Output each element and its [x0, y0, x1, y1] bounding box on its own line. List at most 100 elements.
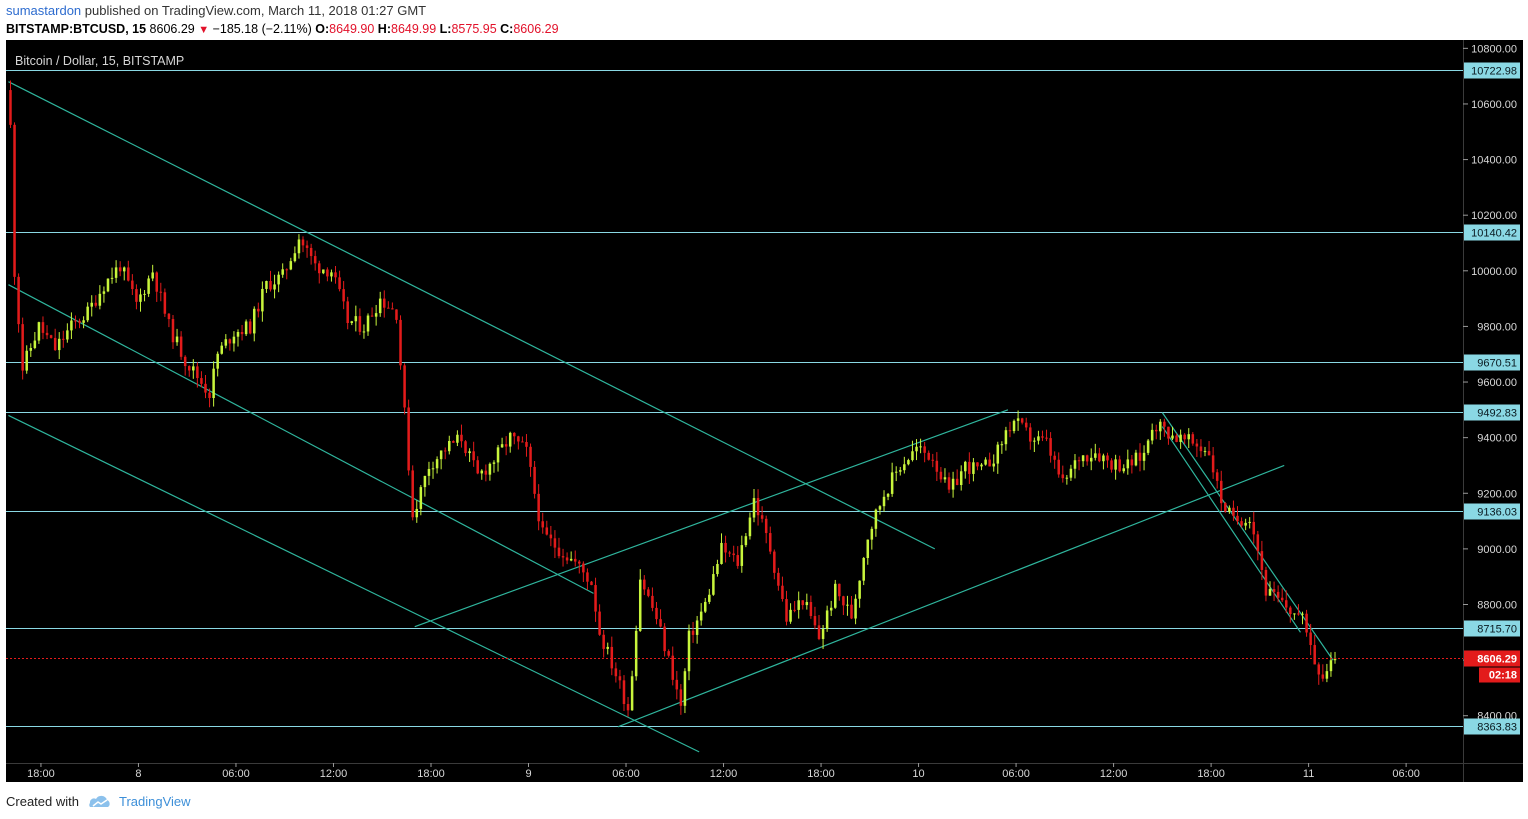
candle-body[interactable] — [622, 680, 626, 705]
candle-body[interactable] — [183, 356, 187, 367]
candle-body[interactable] — [980, 464, 983, 467]
candle-body[interactable] — [192, 366, 195, 371]
candle-body[interactable] — [1264, 569, 1268, 596]
candle-body[interactable] — [561, 556, 565, 558]
candle-body[interactable] — [212, 368, 215, 399]
candle-body[interactable] — [248, 321, 252, 334]
candle-body[interactable] — [777, 572, 780, 586]
candle-body[interactable] — [773, 551, 776, 573]
candle-body[interactable] — [1183, 434, 1186, 440]
candle-body[interactable] — [695, 620, 699, 635]
candle-body[interactable] — [350, 321, 354, 324]
candle-body[interactable] — [1240, 521, 1243, 526]
candle-body[interactable] — [342, 289, 345, 302]
candle-body[interactable] — [687, 630, 691, 672]
candle-body[interactable] — [464, 441, 467, 454]
candle-body[interactable] — [854, 598, 857, 619]
candle-body[interactable] — [261, 288, 264, 312]
candle-body[interactable] — [1333, 658, 1337, 661]
candle-body[interactable] — [1159, 421, 1162, 432]
candle-body[interactable] — [602, 634, 605, 649]
candle-body[interactable] — [825, 610, 829, 629]
candle-body[interactable] — [586, 572, 589, 582]
candle-body[interactable] — [724, 542, 727, 553]
candle-body[interactable] — [155, 272, 158, 292]
candle-body[interactable] — [1024, 422, 1028, 428]
candle-body[interactable] — [1260, 551, 1264, 570]
candle-body[interactable] — [309, 247, 313, 257]
candle-body[interactable] — [21, 324, 24, 371]
candle-body[interactable] — [890, 472, 894, 494]
candle-body[interactable] — [663, 626, 666, 652]
candle-body[interactable] — [1081, 455, 1085, 462]
candle-body[interactable] — [911, 451, 914, 461]
candle-body[interactable] — [1138, 452, 1142, 461]
candle-body[interactable] — [801, 600, 805, 606]
candle-body[interactable] — [1175, 435, 1178, 442]
candle-body[interactable] — [517, 436, 520, 442]
candle-body[interactable] — [931, 459, 935, 461]
candle-body[interactable] — [553, 538, 557, 548]
candle-body[interactable] — [1272, 589, 1276, 592]
candle-body[interactable] — [1142, 452, 1146, 461]
candle-body[interactable] — [638, 579, 642, 631]
candle-body[interactable] — [655, 607, 658, 620]
candle-body[interactable] — [1179, 434, 1182, 442]
candle-body[interactable] — [1297, 613, 1300, 615]
candle-body[interactable] — [1146, 440, 1150, 453]
candle-body[interactable] — [504, 444, 508, 447]
candle-body[interactable] — [257, 308, 260, 312]
candle-body[interactable] — [419, 487, 423, 509]
candle-body[interactable] — [732, 553, 735, 556]
candle-body[interactable] — [1150, 429, 1154, 441]
candle-body[interactable] — [1252, 521, 1256, 535]
candle-body[interactable] — [49, 335, 53, 338]
candle-body[interactable] — [476, 460, 479, 474]
candle-body[interactable] — [13, 124, 16, 277]
candle-body[interactable] — [1167, 426, 1170, 439]
candle-body[interactable] — [838, 583, 841, 597]
candle-body[interactable] — [147, 278, 150, 294]
candle-body[interactable] — [362, 331, 366, 333]
candle-body[interactable] — [594, 585, 597, 612]
candle-body[interactable] — [992, 463, 995, 467]
candle-body[interactable] — [691, 630, 695, 635]
candle-body[interactable] — [513, 432, 516, 437]
candle-body[interactable] — [179, 336, 183, 357]
candle-body[interactable] — [1232, 507, 1235, 516]
candle-body[interactable] — [748, 517, 752, 537]
candle-body[interactable] — [606, 646, 609, 649]
candle-body[interactable] — [358, 316, 362, 332]
candle-body[interactable] — [98, 293, 102, 306]
candle-body[interactable] — [1069, 468, 1073, 478]
candle-body[interactable] — [923, 446, 926, 453]
candle-body[interactable] — [277, 274, 280, 285]
candle-body[interactable] — [41, 322, 45, 333]
candle-body[interactable] — [460, 434, 463, 442]
candle-body[interactable] — [151, 272, 154, 279]
candle-body[interactable] — [903, 464, 906, 471]
candlestick-chart[interactable]: Bitcoin / Dollar, 15, BITSTAMP 10800.00 1… — [6, 40, 1523, 782]
candle-body[interactable] — [643, 579, 646, 590]
candle-body[interactable] — [846, 604, 849, 606]
candle-body[interactable] — [200, 378, 203, 384]
candle-body[interactable] — [968, 461, 971, 474]
candle-body[interactable] — [496, 447, 500, 463]
candle-body[interactable] — [378, 298, 382, 314]
candle-body[interactable] — [1004, 430, 1008, 445]
candle-body[interactable] — [959, 471, 963, 486]
candle-body[interactable] — [537, 493, 540, 522]
candle-body[interactable] — [1118, 459, 1121, 472]
candle-body[interactable] — [789, 609, 792, 622]
candle-body[interactable] — [171, 319, 175, 343]
candle-body[interactable] — [399, 319, 402, 366]
candle-body[interactable] — [289, 261, 293, 270]
candle-body[interactable] — [17, 276, 20, 325]
candle-body[interactable] — [488, 463, 492, 475]
candle-body[interactable] — [1276, 591, 1280, 598]
candle-body[interactable] — [439, 450, 443, 460]
candle-body[interactable] — [1130, 459, 1134, 466]
candle-body[interactable] — [988, 459, 991, 467]
candle-body[interactable] — [1049, 438, 1052, 456]
candle-body[interactable] — [224, 339, 228, 346]
